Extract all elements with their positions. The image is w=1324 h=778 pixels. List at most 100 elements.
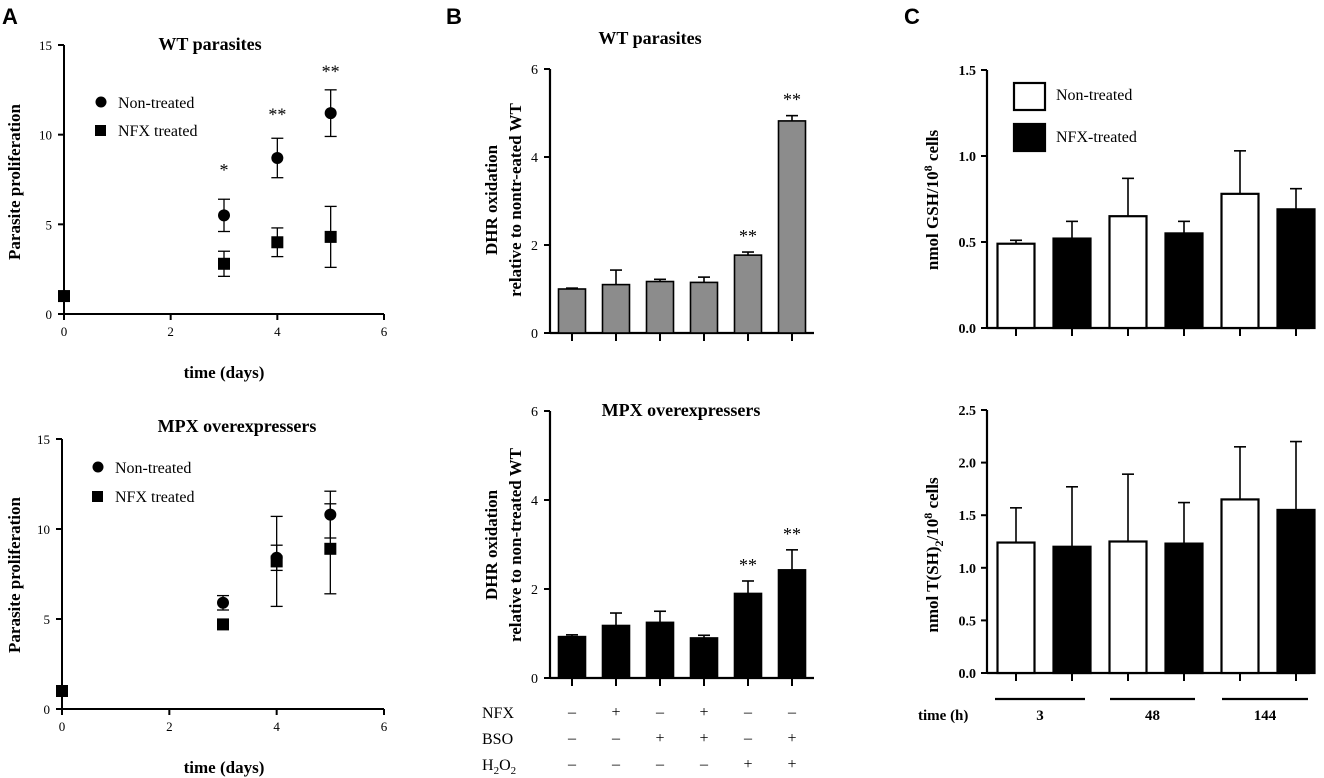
- b-top-bar: [645, 280, 675, 334]
- b-cond-h: H: [482, 757, 494, 774]
- b-bottom-ylabel-line2: relative to non-treated WT: [506, 447, 525, 642]
- b-cond-o: O: [499, 757, 511, 774]
- a-bottom-point-nontreated: [217, 596, 229, 609]
- a-top-x-tick-label: 2: [167, 324, 174, 339]
- b-condition-symbol: –: [699, 756, 709, 773]
- a-top-point-nontreated: [324, 107, 337, 120]
- b-top-bar: [733, 254, 763, 334]
- c-bottom-bar-nontreated: [1108, 540, 1148, 675]
- a-bottom-legend-circle-marker: [92, 461, 104, 473]
- c-top-bar-nontreated: [996, 242, 1036, 330]
- a-bottom-legend-nontreated: Non-treated: [115, 460, 191, 477]
- a-bottom-point-nfx: [270, 555, 283, 568]
- b-cond-sub1: 2: [494, 765, 500, 777]
- b-condition-symbol: –: [567, 730, 577, 747]
- c-legend-nontreated: Non-treated: [1056, 87, 1132, 104]
- a-top-y-tick-label: 0: [46, 307, 53, 322]
- b-bottom-bar: [557, 635, 587, 679]
- c-legend-white-swatch: [1012, 81, 1047, 112]
- c-top-bar-nontreated: [1220, 192, 1260, 330]
- b-condition-symbol: –: [655, 756, 665, 773]
- b-condition-symbol: +: [699, 704, 708, 721]
- c-top-y-tick-label: 1.5: [959, 64, 977, 79]
- c-time-group-label: 144: [1254, 708, 1277, 724]
- b-top-bar: [601, 283, 631, 334]
- c-time-group-label: 48: [1145, 708, 1160, 724]
- b-bottom-y-tick-label: 2: [531, 583, 538, 598]
- a-top-x-tick-label: 6: [381, 324, 388, 339]
- c-bottom-bar-nontreated: [996, 541, 1036, 675]
- c-top-bar-nfx: [1052, 237, 1092, 330]
- c-bottom-y-tick-label: 2.5: [959, 404, 977, 419]
- c-top-ylabel: nmol GSH/108 cells: [921, 130, 942, 271]
- a-top-xlabel: time (days): [184, 363, 265, 382]
- a-bottom-y-tick-label: 10: [37, 522, 50, 537]
- c-bottom-bar-nontreated: [1220, 498, 1260, 675]
- b-top-y-tick-label: 2: [531, 239, 538, 254]
- c-bottom-bar-nfx: [1276, 508, 1316, 675]
- panel-label-a: A: [2, 4, 18, 29]
- c-bottom-y-tick-label: 1.0: [959, 562, 977, 577]
- a-top-title: WT parasites: [158, 34, 261, 54]
- b-top-ylabel-line1: DHR oxidation: [482, 144, 501, 255]
- a-top-point-nfx: [324, 230, 337, 243]
- c-bottom-bar-nfx: [1052, 545, 1092, 675]
- c-top-ylabel-tail: cells: [923, 130, 942, 166]
- b-condition-symbol: –: [611, 756, 621, 773]
- c-bottom-ylabel: nmol T(SH)2/108 cells: [921, 477, 946, 633]
- b-condition-symbol: –: [787, 704, 797, 721]
- b-bottom-bar: [645, 621, 675, 679]
- b-top-y-tick-label: 0: [531, 327, 538, 342]
- c-legend-nfx: NFX-treated: [1056, 129, 1137, 146]
- a-top-x-tick-label: 0: [61, 324, 68, 339]
- b-top-title: WT parasites: [598, 28, 701, 48]
- a-top-significance: **: [322, 61, 340, 81]
- a-top-ylabel: Parasite proliferation: [5, 103, 24, 260]
- b-bottom-y-tick-label: 4: [531, 494, 538, 509]
- c-top-y-tick-label: 1.0: [959, 150, 977, 165]
- a-top-y-tick-label: 10: [39, 128, 52, 143]
- b-cond-label-bso: BSO: [482, 731, 513, 748]
- a-top-significance: *: [220, 160, 229, 180]
- a-top-y-tick-label: 5: [46, 217, 53, 232]
- panel-label-b: B: [446, 4, 462, 29]
- c-top-bar-nontreated: [1108, 215, 1148, 330]
- a-bottom-ylabel: Parasite proliferation: [5, 496, 24, 653]
- a-top-legend-nfx: NFX treated: [118, 123, 198, 140]
- b-top-y-tick-label: 4: [531, 151, 538, 166]
- c-bottom-y-tick-label: 0.5: [959, 614, 977, 629]
- b-top-ylabel-line2: relative to nontr-eated WT: [506, 102, 525, 296]
- c-bottom-bar-nfx: [1164, 542, 1204, 675]
- b-condition-symbol: –: [655, 704, 665, 721]
- b-condition-symbol: +: [787, 730, 796, 747]
- b-top-significance: **: [739, 226, 757, 246]
- b-top-y-tick-label: 6: [531, 63, 538, 78]
- a-top-legend-square-marker: [95, 125, 106, 136]
- a-top-point-nontreated: [271, 151, 284, 164]
- a-bottom-legend-square-marker: [92, 491, 103, 502]
- c-bottom-ylabel-sub: 2: [932, 541, 946, 547]
- a-top-legend-circle-marker: [95, 96, 107, 108]
- b-bottom-significance: **: [783, 524, 801, 544]
- b-condition-symbol: –: [743, 704, 753, 721]
- b-bottom-bar: [601, 624, 631, 679]
- c-top-y-tick-label: 0.0: [959, 322, 977, 337]
- c-top-bar-nfx: [1164, 232, 1204, 330]
- c-time-label: time (h): [918, 708, 968, 724]
- a-bottom-point-nfx: [324, 542, 337, 555]
- b-condition-symbol: –: [567, 704, 577, 721]
- b-cond-label-nfx: NFX: [482, 705, 514, 722]
- a-bottom-legend-nfx: NFX treated: [115, 489, 195, 506]
- c-bottom-ylabel-tail: cells: [923, 477, 942, 513]
- c-top-ylabel-main: nmol GSH/10: [923, 171, 942, 270]
- c-bottom-ylabel-sup: 8: [921, 513, 935, 519]
- b-condition-symbol: +: [655, 730, 664, 747]
- b-top-bar: [689, 281, 719, 334]
- b-condition-symbol: –: [743, 730, 753, 747]
- a-top-y-tick-label: 15: [39, 38, 52, 53]
- b-condition-symbol: –: [611, 730, 621, 747]
- a-bottom-title: MPX overexpressers: [158, 416, 317, 436]
